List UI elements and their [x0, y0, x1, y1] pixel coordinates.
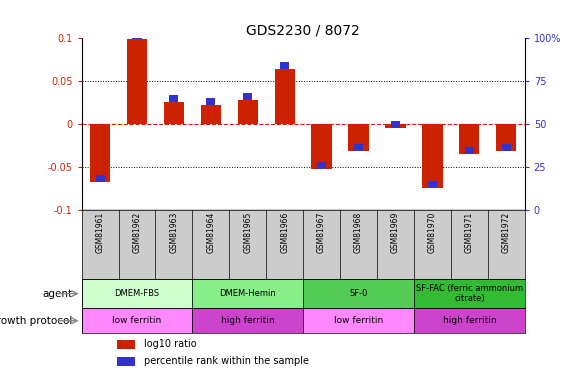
Bar — [206, 98, 216, 105]
Bar — [117, 340, 135, 348]
Bar — [192, 279, 303, 308]
Text: GSM81963: GSM81963 — [170, 212, 178, 254]
Text: high ferritin: high ferritin — [221, 316, 275, 325]
Bar — [303, 308, 414, 333]
Text: DMEM-Hemin: DMEM-Hemin — [219, 289, 276, 298]
Bar — [275, 69, 295, 124]
Bar — [164, 102, 184, 124]
Bar — [192, 308, 303, 333]
Text: SF-0: SF-0 — [349, 289, 368, 298]
Bar — [354, 144, 363, 151]
Bar — [90, 124, 110, 182]
Text: percentile rank within the sample: percentile rank within the sample — [143, 356, 308, 366]
Bar — [132, 32, 142, 39]
Bar — [280, 63, 289, 69]
Bar — [414, 279, 525, 308]
Bar — [385, 124, 406, 128]
Text: agent: agent — [43, 289, 73, 298]
Bar — [82, 308, 192, 333]
Text: GSM81969: GSM81969 — [391, 212, 400, 254]
Text: GSM81968: GSM81968 — [354, 212, 363, 253]
Bar — [428, 182, 437, 188]
Text: DMEM-FBS: DMEM-FBS — [114, 289, 160, 298]
Bar — [414, 308, 525, 333]
Bar — [391, 121, 400, 128]
Bar — [349, 124, 368, 151]
Bar — [496, 124, 517, 151]
Bar — [501, 144, 511, 151]
Text: GSM81972: GSM81972 — [502, 212, 511, 253]
Text: log10 ratio: log10 ratio — [143, 339, 196, 349]
Title: GDS2230 / 8072: GDS2230 / 8072 — [246, 24, 360, 38]
Text: GSM81967: GSM81967 — [317, 212, 326, 254]
Text: low ferritin: low ferritin — [334, 316, 383, 325]
Bar — [317, 162, 326, 168]
Bar — [96, 176, 105, 182]
Bar — [459, 124, 479, 154]
Bar — [82, 279, 192, 308]
Bar — [465, 147, 474, 154]
Text: GSM81965: GSM81965 — [243, 212, 252, 254]
Bar — [117, 357, 135, 366]
Text: low ferritin: low ferritin — [113, 316, 161, 325]
Text: GSM81970: GSM81970 — [428, 212, 437, 254]
Text: GSM81961: GSM81961 — [96, 212, 104, 253]
Text: GSM81962: GSM81962 — [132, 212, 142, 253]
Text: SF-FAC (ferric ammonium
citrate): SF-FAC (ferric ammonium citrate) — [416, 284, 523, 303]
Bar — [169, 95, 178, 102]
Bar — [422, 124, 442, 188]
Text: GSM81966: GSM81966 — [280, 212, 289, 254]
Bar — [311, 124, 332, 168]
Bar — [303, 279, 414, 308]
Bar — [201, 105, 221, 124]
Bar — [238, 99, 258, 124]
Text: growth protocol: growth protocol — [0, 316, 73, 326]
Text: high ferritin: high ferritin — [442, 316, 496, 325]
Text: GSM81971: GSM81971 — [465, 212, 474, 253]
Bar — [243, 93, 252, 99]
Text: GSM81964: GSM81964 — [206, 212, 215, 254]
Bar — [127, 39, 147, 124]
